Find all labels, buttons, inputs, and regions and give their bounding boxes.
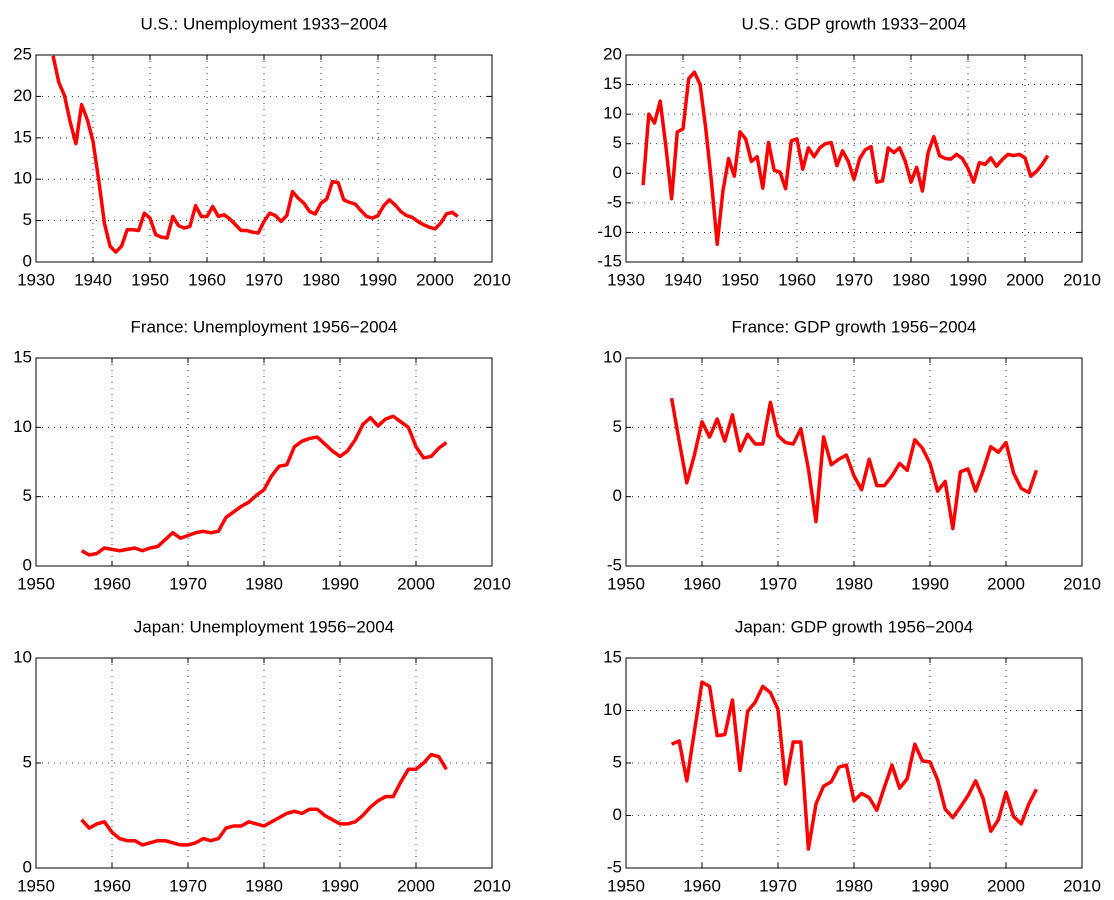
data-line	[80, 414, 448, 557]
x-tick-label: 1960	[188, 270, 226, 289]
y-tick-label: 0	[23, 857, 32, 876]
y-tick-label: -5	[607, 555, 622, 574]
chart-title: U.S.: Unemployment 1933−2004	[140, 14, 387, 33]
data-line	[641, 70, 1050, 247]
y-tick-label: 10	[13, 169, 32, 188]
x-tick-label: 1930	[607, 270, 645, 289]
x-tick-label: 1990	[359, 270, 397, 289]
x-tick-label: 1940	[664, 270, 702, 289]
x-tick-label: 1980	[302, 270, 340, 289]
plot-frame	[625, 357, 1083, 567]
x-tick-label: 1990	[911, 876, 949, 895]
y-tick-label: 10	[13, 647, 32, 666]
x-tick-label: 1950	[131, 270, 169, 289]
data-line	[80, 752, 448, 847]
chart-title: U.S.: GDP growth 1933−2004	[741, 14, 966, 33]
x-tick-label: 1970	[835, 270, 873, 289]
x-tick-label: 1950	[17, 574, 55, 593]
plot-frame	[35, 54, 493, 263]
x-tick-label: 1970	[759, 876, 797, 895]
y-tick-label: 5	[613, 752, 622, 771]
y-tick-label: -15	[597, 251, 622, 270]
x-tick-label: 1970	[169, 574, 207, 593]
y-tick-label: 15	[13, 347, 32, 366]
chart-title: France: Unemployment 1956−2004	[131, 317, 398, 336]
x-tick-label: 1960	[93, 574, 131, 593]
data-line	[670, 680, 1038, 851]
x-tick-label: 1990	[911, 574, 949, 593]
y-tick-label: 10	[603, 104, 622, 123]
x-tick-label: 1950	[721, 270, 759, 289]
y-tick-label: 0	[613, 486, 622, 505]
x-tick-label: 1980	[892, 270, 930, 289]
x-tick-label: 1960	[683, 876, 721, 895]
x-tick-label: 1970	[169, 876, 207, 895]
y-tick-label: 5	[613, 417, 622, 436]
chart-title: Japan: Unemployment 1956−2004	[134, 617, 394, 636]
y-tick-label: 0	[613, 163, 622, 182]
x-tick-label: 2000	[987, 876, 1025, 895]
x-tick-label: 1930	[17, 270, 55, 289]
data-line	[51, 55, 459, 254]
x-tick-label: 2010	[473, 270, 511, 289]
y-tick-label: 5	[23, 752, 32, 771]
x-tick-label: 1960	[93, 876, 131, 895]
x-tick-label: 1990	[949, 270, 987, 289]
y-tick-label: 5	[23, 210, 32, 229]
y-tick-label: 15	[603, 74, 622, 93]
x-tick-label: 2000	[987, 574, 1025, 593]
x-tick-label: 2000	[416, 270, 454, 289]
plot-frame	[35, 657, 493, 869]
x-tick-label: 1980	[835, 876, 873, 895]
y-tick-label: 10	[13, 417, 32, 436]
y-tick-label: 20	[13, 86, 32, 105]
y-tick-label: 0	[613, 805, 622, 824]
x-tick-label: 1960	[778, 270, 816, 289]
y-tick-label: 0	[23, 251, 32, 270]
x-tick-label: 1950	[607, 876, 645, 895]
plot-frame	[625, 54, 1083, 263]
chart-title: Japan: GDP growth 1956−2004	[735, 617, 973, 636]
x-tick-label: 2000	[397, 574, 435, 593]
x-tick-label: 1970	[245, 270, 283, 289]
x-tick-label: 1940	[74, 270, 112, 289]
y-tick-label: 15	[13, 127, 32, 146]
x-tick-label: 2010	[473, 876, 511, 895]
y-tick-label: -5	[607, 857, 622, 876]
x-tick-label: 1950	[17, 876, 55, 895]
x-tick-label: 2010	[1063, 876, 1101, 895]
chart-title: France: GDP growth 1956−2004	[732, 317, 977, 336]
y-tick-label: -5	[607, 192, 622, 211]
x-tick-label: 2010	[473, 574, 511, 593]
x-tick-label: 1980	[245, 876, 283, 895]
x-tick-label: 2000	[1006, 270, 1044, 289]
y-tick-label: 20	[603, 44, 622, 63]
y-tick-label: 5	[23, 486, 32, 505]
y-tick-label: 10	[603, 347, 622, 366]
y-tick-label: 15	[603, 647, 622, 666]
data-line	[669, 397, 1039, 531]
plot-frame	[625, 657, 1083, 869]
y-tick-label: 10	[603, 700, 622, 719]
x-tick-label: 1960	[683, 574, 721, 593]
x-tick-label: 2000	[397, 876, 435, 895]
y-tick-label: -10	[597, 222, 622, 241]
x-tick-label: 1980	[245, 574, 283, 593]
x-tick-label: 1970	[759, 574, 797, 593]
y-tick-label: 0	[23, 555, 32, 574]
x-tick-label: 1990	[321, 574, 359, 593]
x-tick-label: 2010	[1063, 270, 1101, 289]
y-tick-label: 25	[13, 44, 32, 63]
plot-frame	[35, 357, 493, 567]
x-tick-label: 2010	[1063, 574, 1101, 593]
x-tick-label: 1950	[607, 574, 645, 593]
x-tick-label: 1990	[321, 876, 359, 895]
x-tick-label: 1980	[835, 574, 873, 593]
y-tick-label: 5	[613, 133, 622, 152]
